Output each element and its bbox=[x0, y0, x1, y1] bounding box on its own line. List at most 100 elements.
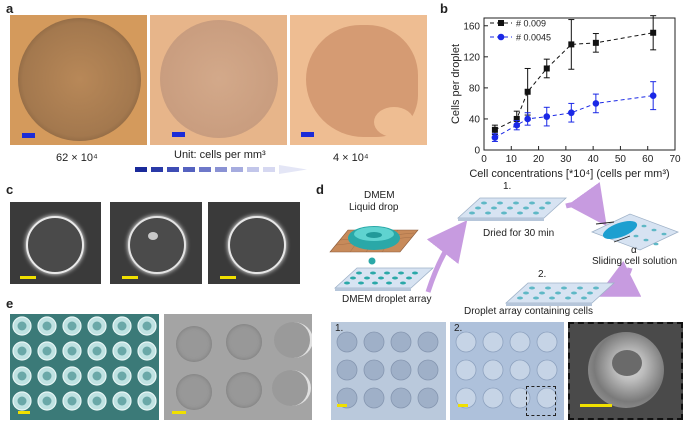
panel-c-label: c bbox=[6, 182, 14, 197]
data-point bbox=[649, 92, 657, 99]
cell-cluster bbox=[612, 350, 642, 376]
cell-plate-illustration bbox=[504, 282, 616, 306]
data-point bbox=[524, 88, 531, 95]
scale-bar bbox=[20, 276, 36, 279]
legend-marker bbox=[498, 20, 504, 26]
scale-bar bbox=[580, 404, 612, 407]
cell-droplet bbox=[482, 331, 504, 353]
microwell-array-photo bbox=[10, 314, 159, 420]
data-point bbox=[491, 134, 499, 141]
dried-droplet bbox=[390, 331, 412, 353]
cell-droplet bbox=[482, 387, 504, 409]
microwell-center bbox=[17, 371, 27, 381]
sem-photo-1 bbox=[10, 202, 101, 284]
droplet-spot bbox=[226, 372, 262, 408]
plot-frame bbox=[483, 17, 676, 151]
scale-bar bbox=[22, 133, 35, 138]
microwell-center bbox=[142, 346, 152, 356]
droplet-spot bbox=[176, 326, 212, 362]
label-4e4: 4 × 10⁴ bbox=[333, 152, 369, 164]
microwell-center bbox=[67, 321, 77, 331]
microwell-center bbox=[142, 321, 152, 331]
step2-number: 2. bbox=[538, 269, 547, 280]
microwell-center bbox=[142, 371, 152, 381]
cell-droplet bbox=[455, 359, 477, 381]
dried-droplet bbox=[390, 359, 412, 381]
panel-b-label: b bbox=[440, 1, 448, 16]
data-point bbox=[568, 109, 575, 117]
dried-droplet bbox=[390, 387, 412, 409]
cell-array-photo: 2. bbox=[450, 322, 564, 420]
data-point bbox=[543, 65, 550, 72]
x-tick-label: 10 bbox=[506, 154, 518, 165]
droplet-ring bbox=[128, 216, 186, 274]
sliding-plate-illustration bbox=[590, 213, 680, 251]
data-point bbox=[592, 39, 599, 46]
panel-a-label: a bbox=[6, 1, 14, 16]
y-tick-label: 160 bbox=[463, 21, 480, 32]
droplet-array-cells-label: Droplet array containing cells bbox=[464, 306, 593, 317]
x-tick-label: 40 bbox=[588, 154, 600, 165]
dried-plate-illustration bbox=[456, 197, 568, 221]
dried-droplet-grid bbox=[336, 331, 439, 409]
microwell-center bbox=[117, 396, 127, 406]
dried-droplet bbox=[417, 331, 439, 353]
data-point bbox=[513, 115, 520, 122]
y-tick-label: 120 bbox=[463, 52, 480, 63]
sem-photo-2 bbox=[110, 202, 202, 284]
droplet-ring bbox=[228, 216, 286, 274]
photo1-label: 1. bbox=[335, 323, 344, 334]
microwell-center bbox=[42, 371, 52, 381]
droplet-array-plate-illustration bbox=[333, 267, 435, 291]
sem-photo-3 bbox=[208, 202, 300, 284]
scale-bar bbox=[172, 132, 185, 137]
x-tick-label: 0 bbox=[481, 154, 487, 165]
droplet-photo-mid-concentration bbox=[150, 15, 287, 145]
cells-per-droplet-chart: 0 10 20 30 40 50 60 70 0 40 80 120 160 Cell concentra… bbox=[450, 15, 681, 180]
microwell-center bbox=[67, 371, 77, 381]
data-point bbox=[543, 113, 551, 120]
microwell-center bbox=[67, 346, 77, 356]
data-point bbox=[513, 121, 521, 129]
microwell-center bbox=[92, 346, 102, 356]
microwell-center bbox=[117, 371, 127, 381]
dmem-label: DMEM bbox=[364, 190, 395, 201]
microwell-center bbox=[92, 371, 102, 381]
scale-bar bbox=[220, 276, 236, 279]
zoom-selection-box bbox=[526, 386, 556, 416]
unit-label: Unit: cells per mm³ bbox=[174, 149, 266, 161]
scale-bar bbox=[301, 132, 314, 137]
cell-droplet bbox=[509, 387, 531, 409]
microwell-center bbox=[67, 396, 77, 406]
droplet-edge-notch bbox=[374, 107, 414, 137]
legend-label: # 0.009 bbox=[516, 19, 546, 29]
dried-droplet bbox=[336, 331, 358, 353]
x-axis-label: Cell concentrations [*10⁴] (cells per mm… bbox=[469, 168, 669, 180]
droplet-spot bbox=[176, 374, 212, 410]
concentration-gradient-arrow bbox=[135, 165, 307, 174]
cell-droplet bbox=[536, 359, 558, 381]
dried-array-photo: 1. bbox=[331, 322, 446, 420]
legend-label: # 0.0045 bbox=[516, 33, 551, 43]
photo2-label: 2. bbox=[454, 323, 463, 334]
legend-marker bbox=[497, 33, 505, 41]
cell-droplet-grid bbox=[455, 331, 558, 409]
cell-droplet bbox=[455, 387, 477, 409]
dried-droplet bbox=[336, 387, 358, 409]
droplet-photo-low-concentration bbox=[290, 15, 427, 145]
data-point bbox=[568, 41, 575, 48]
droplet-spot bbox=[274, 322, 312, 358]
dried-droplet bbox=[363, 331, 385, 353]
droplet-array-grey-photo bbox=[164, 314, 312, 420]
y-tick-label: 40 bbox=[469, 114, 481, 125]
panel-e-label: e bbox=[6, 296, 14, 311]
data-point bbox=[650, 29, 657, 36]
microwell-grid bbox=[12, 316, 157, 411]
scale-bar bbox=[18, 411, 30, 414]
microwell-center bbox=[92, 321, 102, 331]
microwell-center bbox=[17, 321, 27, 331]
x-tick-label: 30 bbox=[560, 154, 572, 165]
step1-number: 1. bbox=[503, 181, 512, 192]
data-point bbox=[592, 100, 600, 107]
